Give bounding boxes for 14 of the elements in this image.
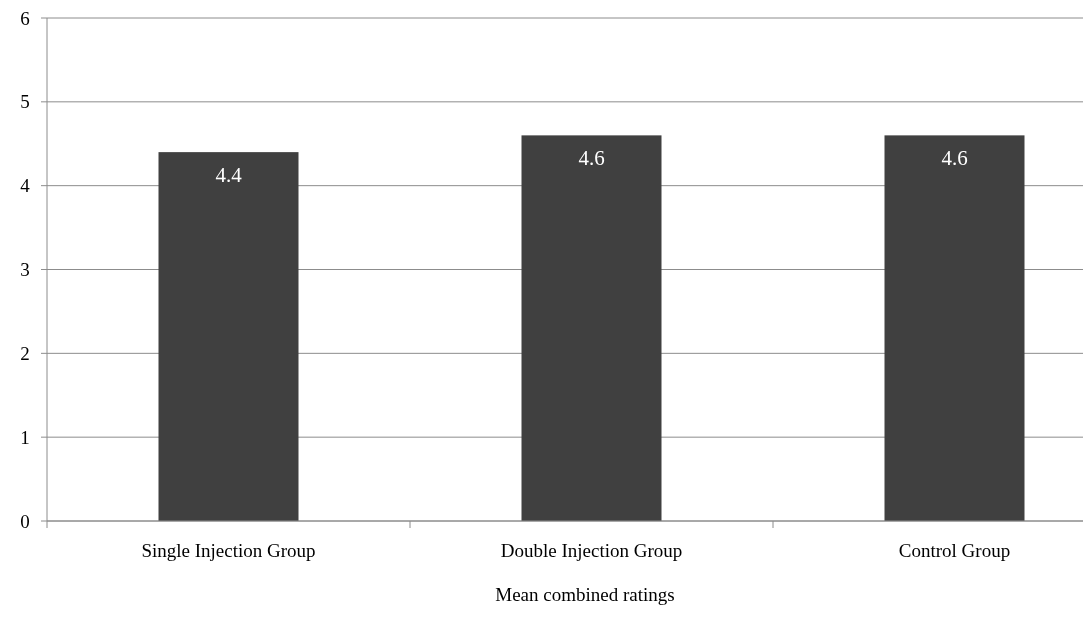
y-tick-label: 3 (20, 259, 30, 281)
x-tick-label: Double Injection Group (500, 540, 683, 561)
y-tick-label: 2 (20, 342, 30, 364)
x-tick-label: Control Group (898, 540, 1011, 561)
data-label: 4.6 (941, 146, 968, 171)
data-label: 4.6 (578, 146, 605, 171)
y-tick-label: 1 (20, 426, 30, 448)
data-label: 4.4 (215, 163, 243, 188)
y-tick-label: 6 (20, 7, 30, 29)
y-tick-label: 4 (20, 175, 31, 197)
x-tick-label: Single Injection Group (141, 540, 316, 561)
y-tick-label: 5 (20, 91, 30, 113)
x-axis-title: Mean combined ratings (495, 584, 675, 605)
y-tick-label: 0 (20, 510, 30, 532)
